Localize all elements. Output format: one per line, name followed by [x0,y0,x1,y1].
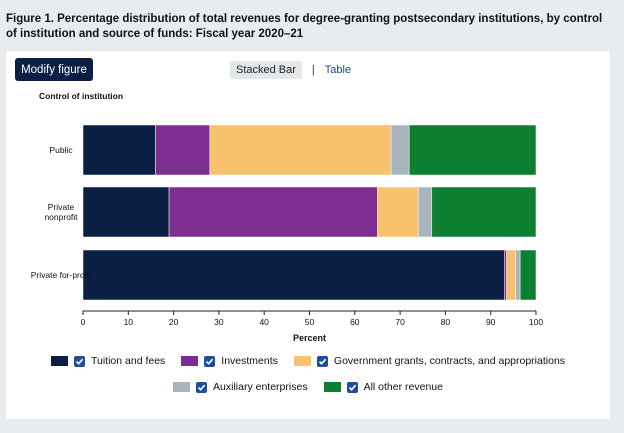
check-icon [197,384,206,391]
view-switch: Stacked Bar | Table [230,60,351,80]
legend-label: Investments [221,355,278,367]
x-tick-label: 40 [259,317,269,327]
bar-segment [408,124,537,176]
figure-card: Modify figure Stacked Bar | Table Contro… [6,51,610,419]
x-tick-label: 10 [124,317,134,327]
view-separator: | [311,64,315,76]
tab-stacked-bar[interactable]: Stacked Bar [230,61,302,79]
category-label: nonprofit [44,212,78,222]
legend-label: All other revenue [363,381,443,393]
legend-label: Auxiliary enterprises [213,381,308,393]
tab-table[interactable]: Table [324,64,352,76]
legend-label: Government grants, contracts, and approp… [333,355,566,367]
bar-segment [431,186,537,238]
bar-segment [417,186,433,238]
legend-item[interactable]: Government grants, contracts, and approp… [293,355,566,367]
bar-segment [515,249,521,301]
bar-segment [209,124,392,176]
legend-swatch [293,356,311,366]
legend-checkbox[interactable] [196,381,208,393]
x-tick-label: 100 [529,317,543,327]
check-icon [318,358,327,365]
legend-label: Tuition and fees [90,355,166,367]
check-icon [206,358,214,365]
category-label: Private [48,202,75,212]
legend-item[interactable]: Tuition and fees [50,355,166,367]
bar-segment [506,249,516,301]
legend-checkbox[interactable] [204,355,216,367]
category-label: Private for-profit [31,270,92,280]
legend-swatch [173,382,191,392]
bar-segment [82,186,170,238]
legend-row-2: Auxiliary enterprises All other revenue [6,381,610,393]
x-tick-label: 20 [169,317,179,327]
x-tick-label: 90 [486,317,496,327]
legend-row-1: Tuition and fees Investments Government gr… [6,355,610,367]
bar-segment [390,124,410,176]
legend-swatch [323,382,341,392]
legend-checkbox[interactable] [316,355,328,367]
x-axis-title: Percent [293,333,326,343]
bar-segment [82,124,156,176]
x-tick-label: 0 [81,317,86,327]
legend-item[interactable]: Auxiliary enterprises [173,381,308,393]
figure-title: Figure 1. Percentage distribution of tot… [6,13,603,40]
category-label: Public [49,145,73,155]
check-icon [348,384,356,391]
bar-segment [519,249,537,301]
bar-segment [155,124,211,176]
legend-checkbox[interactable] [73,355,85,367]
modify-figure-button[interactable]: Modify figure [15,58,93,81]
bar-segment [504,249,507,301]
legend-item[interactable]: All other revenue [323,381,443,393]
y-axis-title: Control of institution [39,91,124,101]
legend-item[interactable]: Investments [181,355,278,367]
x-tick-label: 60 [350,317,360,327]
bar-segment [82,249,505,301]
check-icon [75,358,84,365]
x-tick-label: 80 [441,317,451,327]
x-tick-label: 50 [305,317,315,327]
legend-swatch [181,356,199,366]
x-tick-label: 70 [395,317,405,327]
x-tick-label: 30 [214,317,224,327]
bar-segment [168,186,378,238]
legend-swatch [50,356,68,366]
bar-segment [377,186,419,238]
legend-checkbox[interactable] [346,381,358,393]
